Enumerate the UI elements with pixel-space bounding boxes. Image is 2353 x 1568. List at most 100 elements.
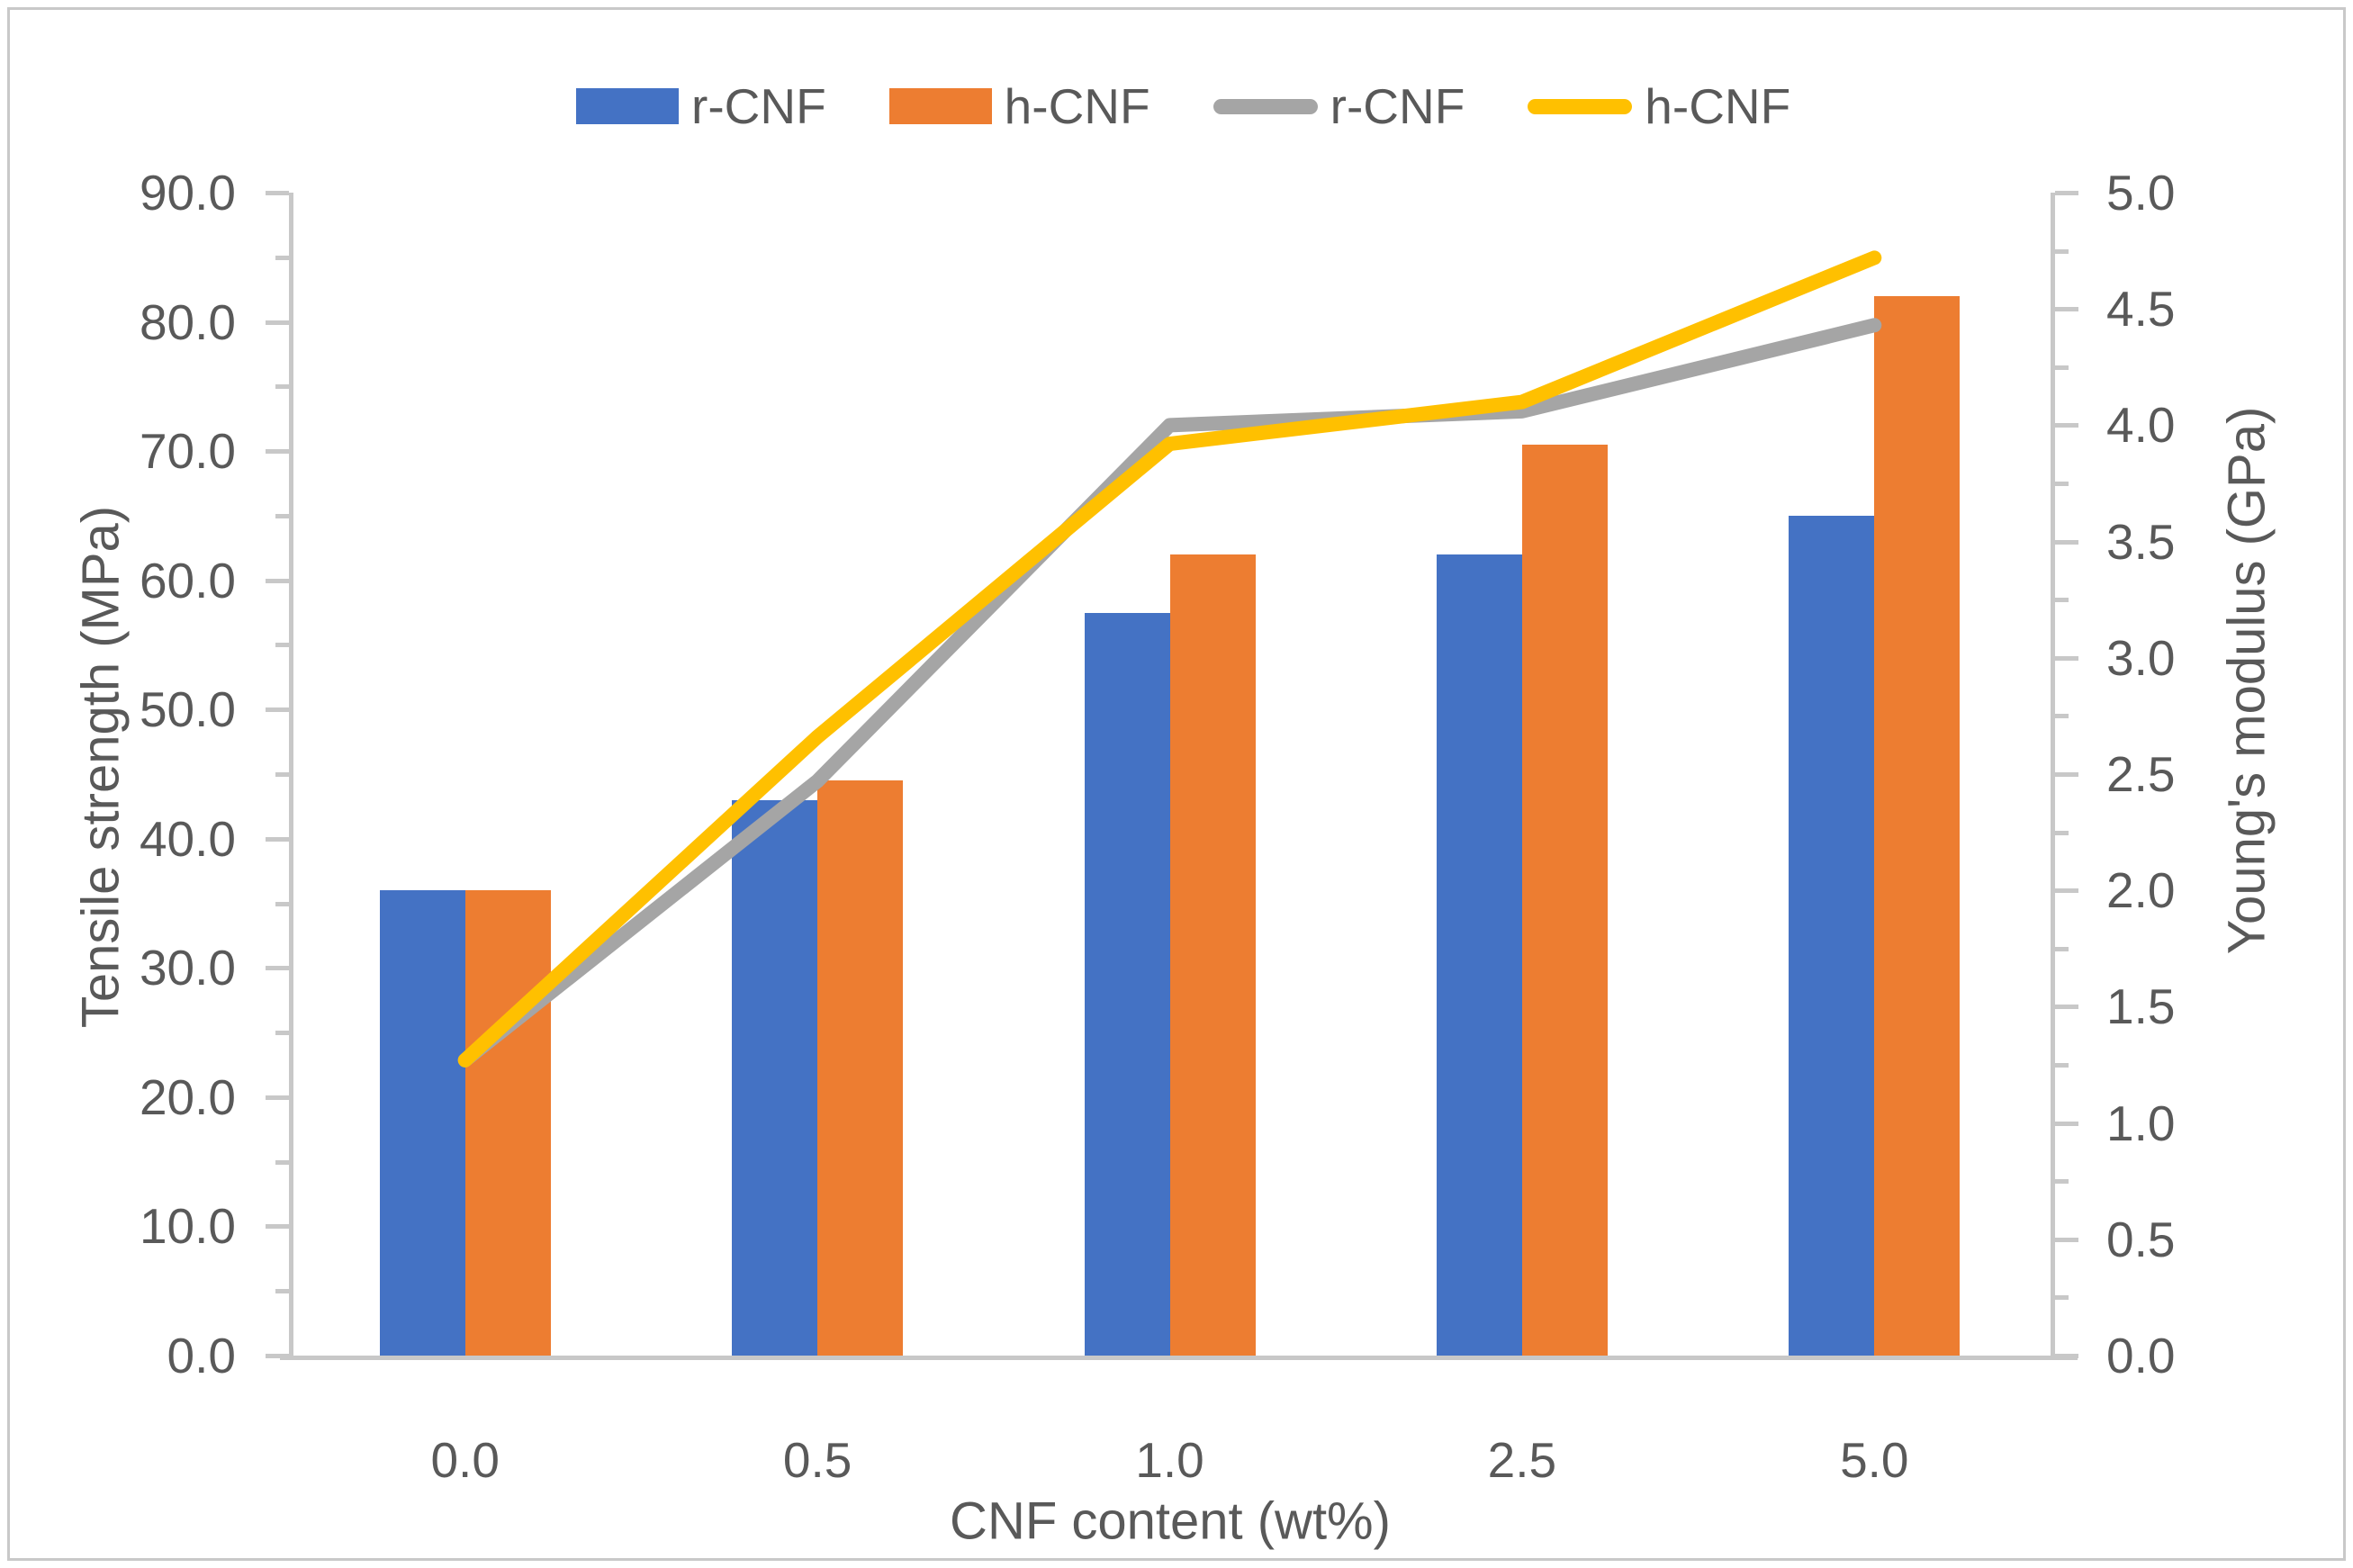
- left-axis-tick-label: 50.0: [139, 681, 236, 738]
- bar-rcnf-5.0: [1789, 515, 1875, 1356]
- legend-item: r-CNF: [1213, 80, 1465, 132]
- right-axis-line: [2051, 193, 2055, 1360]
- left-axis-major-tick: [266, 836, 289, 842]
- right-axis-tick-label: 0.0: [2106, 1328, 2176, 1383]
- right-axis-major-tick: [2055, 655, 2078, 661]
- right-axis-tick-label: 3.0: [2106, 629, 2176, 686]
- left-axis-major-tick: [266, 320, 289, 325]
- right-axis-tick-label: 2.5: [2106, 746, 2176, 802]
- right-axis-tick-label: 1.5: [2106, 978, 2176, 1035]
- left-axis-major-tick: [266, 966, 289, 971]
- right-axis-minor-tick: [2055, 946, 2069, 951]
- legend-swatch-bar: [576, 88, 679, 124]
- left-axis-major-tick: [266, 1095, 289, 1100]
- right-axis-major-tick: [2055, 539, 2078, 545]
- left-axis-tick-label: 0.0: [167, 1328, 236, 1383]
- right-axis-tick-label: 2.0: [2106, 862, 2176, 919]
- right-axis-major-tick: [2055, 1005, 2078, 1010]
- left-axis-tick-label: 80.0: [139, 293, 236, 350]
- bar-rcnf-2.5: [1436, 554, 1522, 1356]
- left-axis-minor-tick: [275, 1159, 289, 1165]
- legend-item-label: r-CNF: [1330, 78, 1465, 134]
- left-axis-major-tick: [266, 707, 289, 713]
- right-axis-tick-label: 4.0: [2106, 397, 2176, 454]
- legend-item-label: r-CNF: [691, 78, 826, 134]
- left-axis-minor-tick: [275, 513, 289, 518]
- figure-border: [7, 7, 2346, 1561]
- left-axis-tick-label: 20.0: [139, 1068, 236, 1125]
- category-label: 5.0: [1840, 1432, 1909, 1488]
- legend-swatch-line: [1528, 98, 1633, 114]
- right-axis-tick-label: 0.5: [2106, 1211, 2176, 1267]
- category-label: 0.5: [782, 1432, 852, 1488]
- right-axis-minor-tick: [2055, 1063, 2069, 1068]
- bar-hcnf-5.0: [1874, 295, 1961, 1356]
- right-axis-major-tick: [2055, 888, 2078, 894]
- x-axis-line: [280, 1356, 2078, 1360]
- right-axis-tick-label: 5.0: [2106, 165, 2176, 221]
- left-axis-minor-tick: [275, 1031, 289, 1036]
- category-label: 1.0: [1135, 1432, 1204, 1488]
- bar-hcnf-2.5: [1521, 444, 1608, 1356]
- bar-hcnf-0.5: [817, 780, 904, 1356]
- left-axis-tick-label: 30.0: [139, 940, 236, 996]
- left-axis-minor-tick: [275, 772, 289, 777]
- category-label: 2.5: [1487, 1432, 1557, 1488]
- right-axis-minor-tick: [2055, 1295, 2069, 1301]
- bar-rcnf-1.0: [1084, 612, 1170, 1356]
- right-axis-title: Young's modulus (GPa): [2217, 406, 2276, 955]
- right-axis-minor-tick: [2055, 365, 2069, 370]
- right-axis-major-tick: [2055, 772, 2078, 777]
- legend-item-label: h-CNF: [1645, 78, 1791, 134]
- legend-item: r-CNF: [576, 80, 826, 132]
- line-rcnf: [457, 318, 1882, 1068]
- legend-item: h-CNF: [888, 78, 1150, 134]
- legend-item: h-CNF: [1528, 80, 1790, 132]
- right-axis-major-tick: [2055, 1354, 2078, 1358]
- right-axis-tick-label: 1.0: [2106, 1095, 2176, 1151]
- right-axis-tick-label: 4.5: [2106, 281, 2176, 338]
- line-hcnf: [457, 250, 1882, 1068]
- right-axis-tick-label: 3.5: [2106, 513, 2176, 570]
- legend-item-label: h-CNF: [1004, 78, 1150, 134]
- left-axis-tick-label: 40.0: [139, 810, 236, 867]
- left-axis-major-tick: [266, 578, 289, 583]
- left-axis-major-tick: [266, 191, 289, 195]
- left-axis-minor-tick: [275, 1289, 289, 1294]
- left-axis-tick-label: 90.0: [139, 165, 236, 221]
- right-axis-major-tick: [2055, 423, 2078, 428]
- left-axis-major-tick: [266, 1354, 289, 1358]
- bar-hcnf-1.0: [1169, 554, 1256, 1356]
- right-axis-major-tick: [2055, 191, 2078, 195]
- right-axis-minor-tick: [2055, 482, 2069, 486]
- category-label: 0.0: [430, 1432, 500, 1488]
- right-axis-minor-tick: [2055, 248, 2069, 254]
- right-axis-major-tick: [2055, 307, 2078, 312]
- left-axis-tick-label: 60.0: [139, 552, 236, 608]
- left-axis-line: [289, 193, 293, 1360]
- bar-rcnf-0.0: [379, 890, 465, 1356]
- left-axis-tick-label: 70.0: [139, 423, 236, 480]
- legend-swatch-line: [1213, 98, 1318, 114]
- right-axis-major-tick: [2055, 1237, 2078, 1242]
- left-axis-minor-tick: [275, 643, 289, 648]
- left-axis-minor-tick: [275, 384, 289, 390]
- right-axis-minor-tick: [2055, 1179, 2069, 1185]
- left-axis-major-tick: [266, 449, 289, 455]
- right-axis-minor-tick: [2055, 714, 2069, 719]
- left-axis-tick-label: 10.0: [139, 1198, 236, 1255]
- left-axis-title: Tensile strength (MPa): [71, 505, 131, 1029]
- right-axis-major-tick: [2055, 1121, 2078, 1126]
- right-axis-minor-tick: [2055, 830, 2069, 835]
- left-axis-minor-tick: [275, 901, 289, 906]
- legend-swatch-bar: [888, 88, 992, 124]
- left-axis-major-tick: [266, 1224, 289, 1230]
- bar-hcnf-0.0: [464, 890, 551, 1356]
- left-axis-minor-tick: [275, 255, 289, 260]
- legend: r-CNF h-CNF r-CNF h-CNF: [576, 78, 1790, 134]
- x-axis-title: CNF content (wt%): [950, 1491, 1391, 1551]
- bar-rcnf-0.5: [732, 799, 818, 1356]
- right-axis-minor-tick: [2055, 598, 2069, 603]
